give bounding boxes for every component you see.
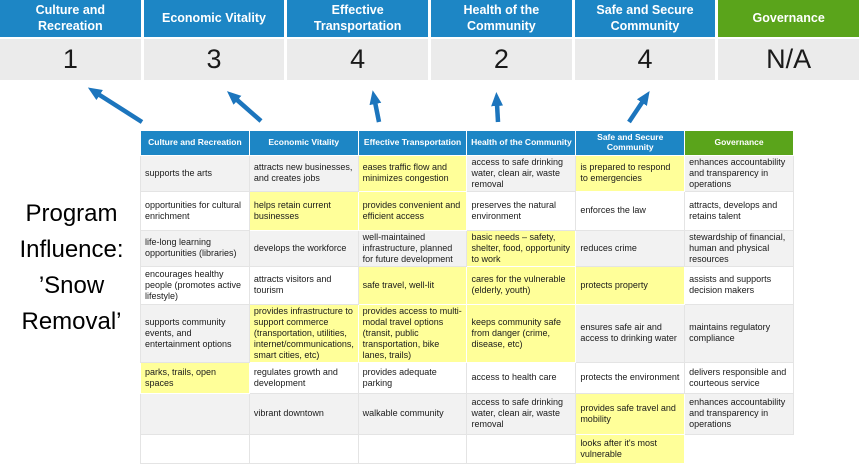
matrix-cell (140, 392, 250, 435)
matrix-column-header: Culture and Recreation (140, 130, 250, 156)
score-value: 3 (143, 39, 285, 80)
score-column: Economic Vitality 3 (143, 0, 285, 80)
matrix-cell: stewardship of financial, human and phys… (684, 229, 794, 267)
matrix-cell-highlighted: cares for the vulnerable (elderly, youth… (466, 265, 577, 305)
matrix-cell-highlighted: basic needs – safety, shelter, food, opp… (466, 229, 577, 267)
score-column: Effective Transportation 4 (287, 0, 428, 80)
score-value: 2 (431, 39, 572, 80)
matrix-row: vibrant downtown walkable community access… (140, 392, 794, 435)
influence-arrow-1 (87, 87, 144, 124)
matrix-cell: well-maintained infrastructure, planned … (357, 229, 468, 267)
matrix-cell-highlighted: parks, trails, open spaces (140, 361, 250, 394)
matrix-cell: supports the arts (140, 155, 250, 192)
matrix-row: looks after it's most vulnerable (140, 433, 794, 464)
matrix-row: parks, trails, open spaces regulates grow… (140, 361, 794, 394)
matrix-row: encourages healthy people (promotes acti… (140, 265, 794, 305)
score-header: Health of the Community (431, 0, 572, 37)
score-column: Safe and Secure Community 4 (574, 0, 716, 80)
matrix-cell: opportunities for cultural enrichment (140, 190, 250, 231)
matrix-cell-highlighted: looks after it's most vulnerable (575, 433, 686, 464)
influence-arrow-4 (491, 92, 504, 123)
matrix-cell: reduces crime (575, 229, 686, 267)
score-value: 1 (0, 39, 141, 80)
score-header: Economic Vitality (143, 0, 285, 37)
matrix-cell: enhances accountability and transparency… (684, 392, 794, 435)
score-column: Health of the Community 2 (431, 0, 572, 80)
title-line: Program (25, 200, 118, 227)
matrix-row: supports the arts attracts new businesses… (140, 155, 794, 192)
matrix-cell-highlighted: provides access to multi-modal travel op… (357, 303, 468, 363)
score-header: Safe and Secure Community (574, 0, 716, 37)
matrix-cell: develops the workforce (248, 229, 359, 267)
matrix-cell: encourages healthy people (promotes acti… (140, 265, 250, 305)
matrix-cell-highlighted: eases traffic flow and minimizes congest… (357, 155, 468, 192)
matrix-cell: regulates growth and development (248, 361, 359, 394)
score-value: 4 (574, 39, 716, 80)
matrix-cell: attracts new businesses, and creates job… (248, 155, 359, 192)
matrix-cell (684, 434, 794, 464)
scoreboard: Culture and Recreation 1 Economic Vitality… (0, 0, 859, 80)
matrix-column-header: Economic Vitality (248, 130, 359, 156)
matrix-cell: maintains regulatory compliance (684, 303, 794, 363)
score-column: Governance N/A (718, 0, 859, 80)
matrix-column-header: Safe and Secure Community (575, 130, 686, 156)
matrix-column-header: Governance (684, 130, 794, 156)
influence-arrow-3 (369, 90, 382, 123)
matrix-cell-highlighted: provides convenient and efficient access (357, 190, 468, 231)
matrix-cell: walkable community (357, 392, 468, 435)
matrix-cell-highlighted: provides infrastructure to support comme… (248, 303, 359, 363)
score-header: Effective Transportation (287, 0, 428, 37)
matrix-cell: enforces the law (575, 190, 686, 231)
matrix-cell-highlighted: provides safe travel and mobility (575, 392, 686, 435)
matrix-cell: attracts visitors and tourism (248, 265, 359, 305)
title-line: ’Snow (38, 272, 105, 299)
matrix-cell: access to health care (466, 361, 577, 394)
matrix-cell: access to safe drinking water, clean air… (466, 155, 577, 192)
matrix-header-row: Culture and Recreation Economic Vitality E… (140, 130, 794, 156)
score-column: Culture and Recreation 1 (0, 0, 141, 80)
matrix-cell (140, 433, 250, 464)
influence-arrow-5 (627, 91, 650, 124)
matrix-cell-highlighted: safe travel, well-lit (357, 265, 468, 305)
matrix-cell: access to safe drinking water, clean air… (466, 392, 577, 435)
matrix-cell: provides adequate parking (357, 361, 468, 394)
matrix-cell: vibrant downtown (248, 392, 359, 435)
matrix-cell (466, 433, 577, 464)
matrix-row: supports community events, and entertain… (140, 303, 794, 363)
matrix-cell: enhances accountability and transparency… (684, 155, 794, 192)
matrix-cell: preserves the natural environment (466, 190, 577, 231)
matrix-cell (248, 433, 359, 464)
title-line: Influence: (19, 236, 124, 263)
matrix-column-header: Health of the Community (466, 130, 577, 156)
matrix-cell (357, 433, 468, 464)
score-header: Culture and Recreation (0, 0, 141, 37)
matrix-cell-highlighted: protects property (575, 265, 686, 305)
matrix-cell-highlighted: keeps community safe from danger (crime,… (466, 303, 577, 363)
matrix-cell: delivers responsible and courteous servi… (684, 361, 794, 394)
title-line: Removal’ (21, 308, 122, 335)
matrix-cell: assists and supports decision makers (684, 265, 794, 305)
score-value: 4 (287, 39, 428, 80)
matrix-cell: supports community events, and entertain… (140, 303, 250, 363)
score-header: Governance (718, 0, 859, 37)
matrix-cell: life-long learning opportunities (librar… (140, 229, 250, 267)
matrix-cell-highlighted: is prepared to respond to emergencies (575, 155, 686, 192)
matrix-row: life-long learning opportunities (librar… (140, 229, 794, 267)
score-value: N/A (718, 39, 859, 80)
influence-matrix: Culture and Recreation Economic Vitality E… (140, 130, 794, 464)
matrix-cell: attracts, develops and retains talent (684, 190, 794, 231)
matrix-column-header: Effective Transportation (357, 130, 468, 156)
matrix-row: opportunities for cultural enrichment hel… (140, 190, 794, 231)
program-influence-title: Program Influence: ’Snow Removal’ (0, 196, 143, 340)
influence-arrow-2 (226, 91, 263, 123)
matrix-cell: ensures safe air and access to drinking … (575, 303, 686, 363)
matrix-cell-highlighted: helps retain current businesses (248, 190, 359, 231)
matrix-cell: protects the environment (575, 361, 686, 394)
